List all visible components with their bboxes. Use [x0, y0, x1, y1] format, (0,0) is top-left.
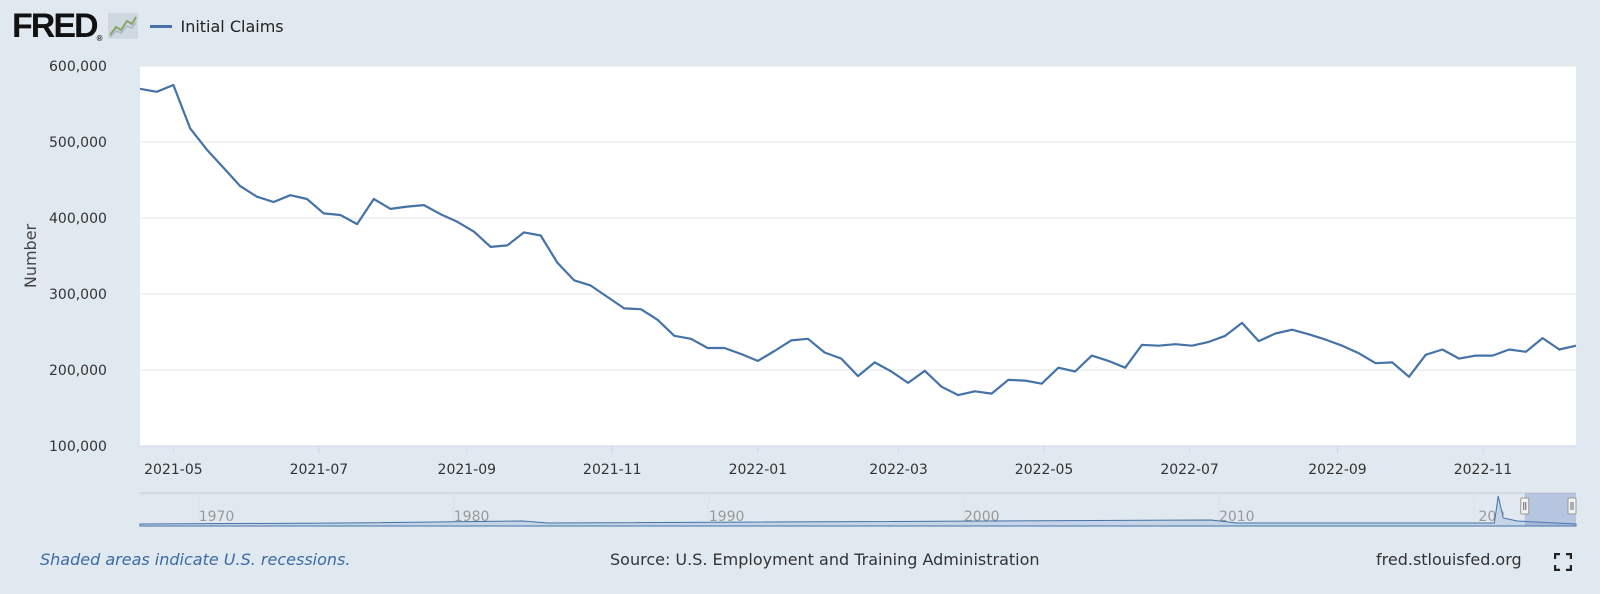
- y-tick-label: 500,000: [49, 135, 107, 151]
- x-tick-label: 2021-09: [438, 462, 497, 478]
- navigator-selection: [1524, 493, 1576, 526]
- fred-logo[interactable]: FRED®: [12, 9, 102, 43]
- fred-logo-text: FRED: [12, 7, 99, 45]
- y-tick-label: 600,000: [49, 59, 107, 75]
- x-tick-label: 2022-07: [1160, 462, 1219, 478]
- source-url[interactable]: fred.stlouisfed.org: [1376, 550, 1522, 569]
- x-tick-label: 2021-05: [144, 462, 203, 478]
- legend-label: Initial Claims: [180, 16, 284, 36]
- x-tick-label: 2022-01: [729, 462, 788, 478]
- fullscreen-icon[interactable]: [1554, 553, 1572, 571]
- y-tick-label: 100,000: [49, 439, 107, 455]
- recession-note: Shaded areas indicate U.S. recessions.: [40, 550, 351, 569]
- y-axis-title: Number: [21, 223, 40, 288]
- navigator-year-label: 2010: [1219, 509, 1255, 525]
- x-tick-label: 2021-07: [290, 462, 349, 478]
- x-tick-label: 2022-09: [1308, 462, 1367, 478]
- plot-area: [140, 66, 1576, 446]
- navigator-handle[interactable]: [1567, 497, 1577, 515]
- navigator-handle[interactable]: [1520, 497, 1530, 515]
- y-tick-label: 400,000: [49, 211, 107, 227]
- y-tick-label: 300,000: [49, 287, 107, 303]
- source-text: Source: U.S. Employment and Training Adm…: [610, 550, 1040, 569]
- x-tick-label: 2021-11: [583, 462, 642, 478]
- legend[interactable]: Initial Claims: [150, 16, 284, 36]
- header: FRED® Initial Claims: [12, 8, 284, 44]
- y-tick-label: 200,000: [49, 363, 107, 379]
- legend-swatch: [150, 24, 173, 28]
- registered-mark: ®: [96, 34, 103, 43]
- x-tick-label: 2022-05: [1015, 462, 1074, 478]
- chart-icon: [108, 13, 139, 39]
- series-line: [139, 83, 1577, 397]
- navigator-year-label: 1970: [199, 509, 235, 525]
- navigator-year-label: 1990: [709, 509, 745, 525]
- navigator-series: [139, 495, 1577, 527]
- x-tick-label: 2022-11: [1454, 462, 1513, 478]
- x-tick-label: 2022-03: [869, 462, 928, 478]
